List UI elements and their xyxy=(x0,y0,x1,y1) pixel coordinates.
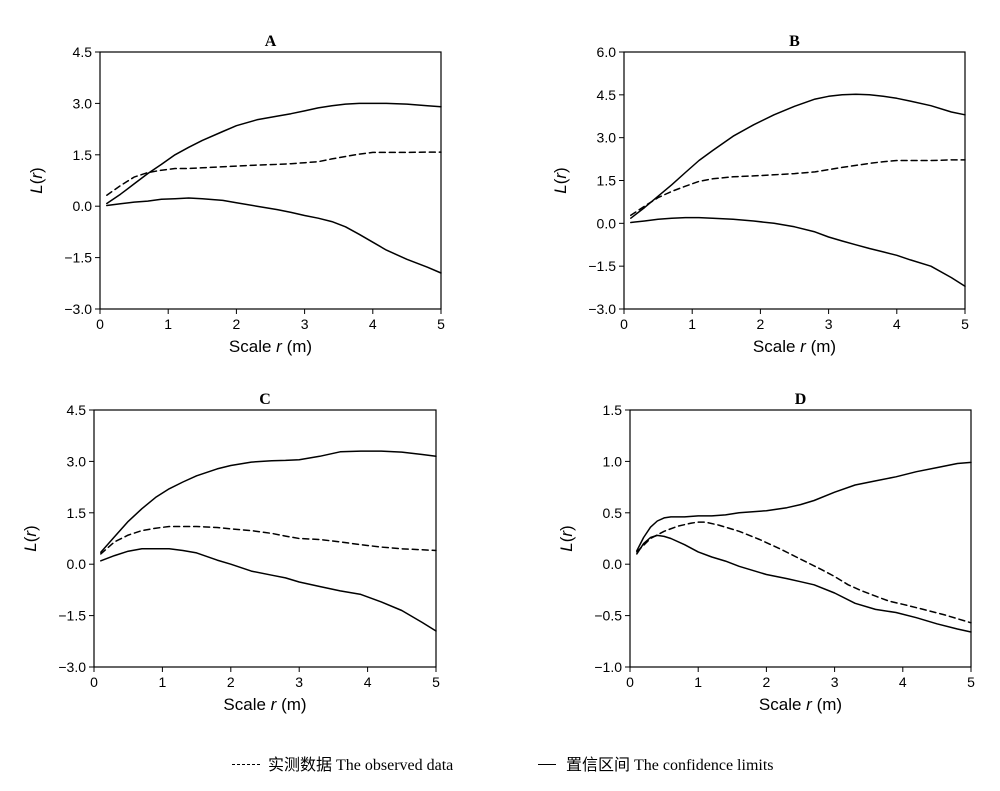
y-tick-label: 1.5 xyxy=(73,147,93,163)
x-axis-title: Scale r (m) xyxy=(229,337,312,356)
plot-frame xyxy=(623,51,966,310)
y-axis-title: L(r) xyxy=(557,525,576,551)
y-tick-label: −1.5 xyxy=(64,250,92,266)
y-tick-label: −1.5 xyxy=(588,258,616,274)
chart-panel-d: 0 1 2 3 4 5 1.5 1.0 0.5 0.0 −0.5 −1.0 D Scale r (m) L(… xyxy=(557,391,975,714)
observed-data-line xyxy=(636,521,972,624)
x-tick-label: 2 xyxy=(763,674,771,690)
x-tick-label: 3 xyxy=(831,674,839,690)
x-tick-label: 0 xyxy=(620,316,628,332)
y-tick-label: −1.0 xyxy=(594,659,622,675)
y-tick-label: 1.5 xyxy=(603,402,623,418)
solid-line-swatch xyxy=(538,763,556,765)
y-tick-label: 0.5 xyxy=(603,505,623,521)
y-tick-label: −3.0 xyxy=(64,301,92,317)
x-tick-label: 1 xyxy=(164,316,172,332)
upper-confidence-line xyxy=(100,450,437,553)
legend-observed-label: 实测数据 The observed data xyxy=(268,757,454,774)
x-tick-label: 2 xyxy=(233,316,241,332)
y-tick-label: 1.0 xyxy=(603,453,623,469)
upper-confidence-line xyxy=(636,461,972,552)
x-tick-label: 4 xyxy=(893,316,901,332)
y-tick-label: −3.0 xyxy=(58,659,86,675)
x-axis-title: Scale r (m) xyxy=(223,695,306,714)
chart-panel-b: 0 1 2 3 4 5 6.0 4.5 3.0 1.5 0.0 −1.5 −3.0 B Scale r (m… xyxy=(551,33,969,356)
y-tick-label: 6.0 xyxy=(597,44,617,60)
y-tick-label: −1.5 xyxy=(58,608,86,624)
lower-confidence-line xyxy=(630,216,966,287)
x-tick-label: 3 xyxy=(295,674,303,690)
y-tick-label: 3.0 xyxy=(73,95,93,111)
x-tick-label: 4 xyxy=(364,674,372,690)
plot-frame xyxy=(93,409,437,668)
x-tick-label: 3 xyxy=(825,316,833,332)
lower-confidence-line xyxy=(636,534,972,633)
chart-panel-c: 0 1 2 3 4 5 4.5 3.0 1.5 0.0 −1.5 −3.0 C Scale r (m) L(… xyxy=(21,391,440,714)
chart-panel-a: 0 1 2 3 4 5 4.5 3.0 1.5 0.0 −1.5 −3.0 A Scale r (m) L(… xyxy=(27,33,445,356)
y-tick-label: 0.0 xyxy=(597,215,617,231)
y-tick-label: 4.5 xyxy=(67,402,87,418)
x-tick-label: 4 xyxy=(369,316,377,332)
y-tick-label: 1.5 xyxy=(67,505,87,521)
y-tick-label: 1.5 xyxy=(597,173,617,189)
panel-title: D xyxy=(795,391,807,408)
observed-data-line xyxy=(100,525,437,555)
observed-data-line xyxy=(106,151,442,196)
lower-confidence-line xyxy=(106,197,442,274)
panel-title: B xyxy=(789,33,800,50)
y-axis-title: L(r) xyxy=(27,167,46,193)
x-tick-label: 4 xyxy=(899,674,907,690)
x-tick-label: 5 xyxy=(437,316,445,332)
upper-confidence-line xyxy=(630,93,966,219)
observed-data-line xyxy=(630,159,966,217)
x-tick-label: 2 xyxy=(757,316,765,332)
y-axis-title: L(r) xyxy=(21,525,40,551)
x-tick-label: 1 xyxy=(159,674,167,690)
y-tick-label: 3.0 xyxy=(597,130,617,146)
y-tick-label: 4.5 xyxy=(597,87,617,103)
lower-confidence-line xyxy=(100,548,437,632)
x-tick-label: 5 xyxy=(967,674,975,690)
x-tick-label: 0 xyxy=(96,316,104,332)
x-axis-title: Scale r (m) xyxy=(759,695,842,714)
y-tick-label: −3.0 xyxy=(588,301,616,317)
legend-observed: 实测数据 The observed data xyxy=(232,751,453,775)
x-tick-label: 2 xyxy=(227,674,235,690)
y-tick-label: 0.0 xyxy=(73,198,93,214)
y-tick-label: −0.5 xyxy=(594,608,622,624)
x-axis-title: Scale r (m) xyxy=(753,337,836,356)
y-tick-label: 4.5 xyxy=(73,44,93,60)
dashed-line-swatch xyxy=(232,763,260,765)
legend-confidence-label: 置信区间 The confidence limits xyxy=(566,757,774,774)
y-tick-label: 0.0 xyxy=(67,556,87,572)
x-tick-label: 5 xyxy=(961,316,969,332)
legend-confidence: 置信区间 The confidence limits xyxy=(538,751,774,775)
x-tick-label: 5 xyxy=(432,674,440,690)
y-axis-title: L(r) xyxy=(551,167,570,193)
y-tick-label: 3.0 xyxy=(67,453,87,469)
x-tick-label: 1 xyxy=(694,674,702,690)
plot-frame xyxy=(99,51,442,310)
plot-frame xyxy=(629,409,972,668)
x-tick-label: 1 xyxy=(688,316,696,332)
legend: 实测数据 The observed data 置信区间 The confiden… xyxy=(0,748,1000,774)
x-tick-label: 3 xyxy=(301,316,309,332)
x-tick-label: 0 xyxy=(626,674,634,690)
upper-confidence-line xyxy=(106,102,442,205)
panel-title: A xyxy=(265,33,277,50)
panel-title: C xyxy=(259,391,271,408)
x-tick-label: 0 xyxy=(90,674,98,690)
y-tick-label: 0.0 xyxy=(603,556,623,572)
